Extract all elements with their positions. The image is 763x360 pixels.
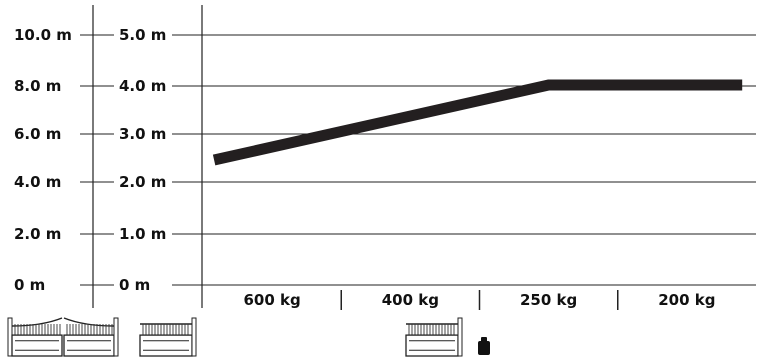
inner-tick-label: 0 m bbox=[119, 276, 150, 294]
gate-panel bbox=[63, 334, 115, 357]
inner-tick-label: 3.0 m bbox=[119, 125, 166, 143]
inner-tick-label: 5.0 m bbox=[119, 26, 166, 44]
gate-panel bbox=[139, 334, 193, 357]
gate-top-rail bbox=[63, 317, 115, 327]
outer-tick-label: 4.0 m bbox=[14, 173, 61, 191]
axis-lines bbox=[92, 5, 203, 308]
gate-panel bbox=[405, 334, 459, 357]
outer-tick-label: 8.0 m bbox=[14, 77, 61, 95]
x-category-label: 200 kg bbox=[658, 291, 715, 309]
inner-tick-label: 1.0 m bbox=[119, 225, 166, 243]
weight-handle bbox=[481, 337, 487, 342]
x-category-label: 600 kg bbox=[244, 291, 301, 309]
counterweight-icon bbox=[478, 337, 490, 355]
inner-tick-label: 4.0 m bbox=[119, 77, 166, 95]
outer-y-axis-labels: 10.0 m 8.0 m 6.0 m 4.0 m 2.0 m 0 m bbox=[14, 26, 114, 294]
weight-body bbox=[478, 341, 490, 355]
series-group bbox=[212, 79, 743, 166]
outer-tick-label: 0 m bbox=[14, 276, 45, 294]
gate-panel bbox=[11, 334, 63, 357]
gate-post bbox=[457, 317, 463, 357]
series-line-0 bbox=[212, 79, 743, 166]
inner-tick-label: 2.0 m bbox=[119, 173, 166, 191]
gate-post bbox=[113, 317, 119, 357]
x-category-label: 250 kg bbox=[520, 291, 577, 309]
grid-lines bbox=[172, 34, 756, 286]
outer-tick-label: 6.0 m bbox=[14, 125, 61, 143]
gate-top-rail bbox=[11, 317, 63, 327]
single-swing-gate-icon bbox=[405, 317, 463, 357]
gate-post bbox=[191, 317, 197, 357]
double-swing-gate-icon bbox=[7, 317, 119, 357]
outer-tick-label: 10.0 m bbox=[14, 26, 72, 44]
x-category-label: 400 kg bbox=[382, 291, 439, 309]
gate-icons bbox=[7, 317, 490, 357]
outer-tick-label: 2.0 m bbox=[14, 225, 61, 243]
inner-y-axis-labels: 5.0 m 4.0 m 3.0 m 2.0 m 1.0 m 0 m bbox=[119, 26, 166, 294]
x-axis-category-labels: 600 kg 400 kg 250 kg 200 kg bbox=[244, 290, 716, 310]
single-swing-gate-icon bbox=[139, 317, 197, 357]
